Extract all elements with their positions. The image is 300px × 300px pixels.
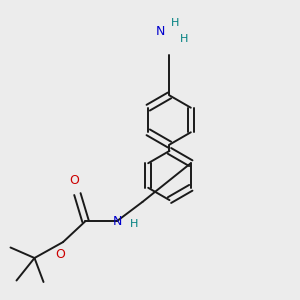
Text: H: H: [130, 219, 138, 229]
Text: O: O: [70, 174, 79, 187]
Text: N: N: [112, 214, 122, 228]
Text: H: H: [171, 19, 179, 28]
Text: O: O: [55, 248, 65, 261]
Text: N: N: [156, 25, 165, 38]
Text: H: H: [180, 34, 188, 44]
